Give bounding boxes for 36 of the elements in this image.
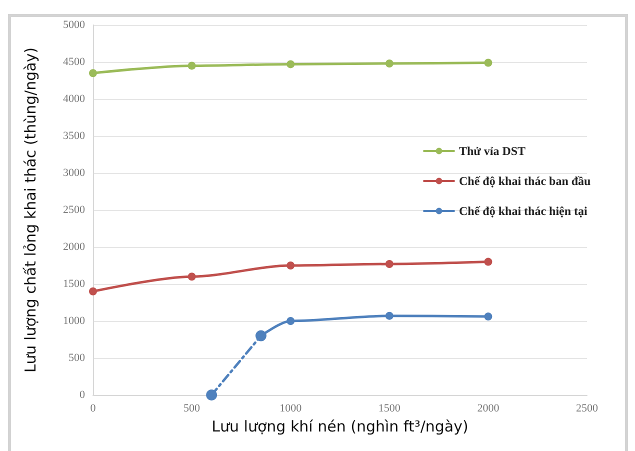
point bbox=[484, 312, 492, 321]
x-tick-label: 2000 bbox=[477, 402, 500, 414]
legend-label: Chế độ khai thác ban đầu bbox=[459, 174, 592, 188]
y-tick-label: 5000 bbox=[63, 19, 86, 31]
y-tick-label: 1000 bbox=[63, 315, 86, 327]
point bbox=[385, 59, 394, 68]
y-tick-label: 2500 bbox=[63, 204, 86, 216]
point bbox=[188, 272, 196, 281]
point bbox=[286, 262, 295, 270]
y-tick-label: 1500 bbox=[63, 278, 86, 290]
point bbox=[286, 317, 295, 325]
y-tick-label: 4500 bbox=[63, 56, 86, 68]
legend-label: Thử vỉa DST bbox=[459, 144, 526, 158]
y-tick-label: 500 bbox=[68, 352, 86, 364]
point bbox=[385, 312, 394, 320]
y-tick-label: 4000 bbox=[63, 93, 86, 105]
x-tick-label: 500 bbox=[184, 402, 201, 414]
y-axis-title: Lưu lượng chất lỏng khai thác (thùng/ngày) bbox=[22, 47, 40, 373]
y-tick-label: 0 bbox=[80, 389, 86, 401]
point bbox=[385, 260, 394, 268]
x-tick-label: 1500 bbox=[378, 402, 401, 414]
legend-label: Chế độ khai thác hiện tại bbox=[459, 204, 588, 218]
x-tick-label: 0 bbox=[90, 402, 96, 414]
point bbox=[484, 58, 492, 67]
point bbox=[286, 60, 295, 68]
x-axis-title: Lưu lượng khí nén (nghìn ft³/ngày) bbox=[212, 417, 468, 436]
point bbox=[188, 62, 196, 70]
y-tick-label: 2000 bbox=[63, 241, 86, 253]
x-tick-label: 1000 bbox=[280, 402, 302, 414]
point bbox=[89, 287, 97, 296]
y-tick-label: 3000 bbox=[63, 167, 86, 179]
point bbox=[206, 390, 218, 400]
point bbox=[484, 258, 492, 266]
point bbox=[89, 69, 97, 78]
y-tick-label: 3500 bbox=[63, 130, 86, 142]
x-tick-label: 2500 bbox=[576, 402, 598, 414]
